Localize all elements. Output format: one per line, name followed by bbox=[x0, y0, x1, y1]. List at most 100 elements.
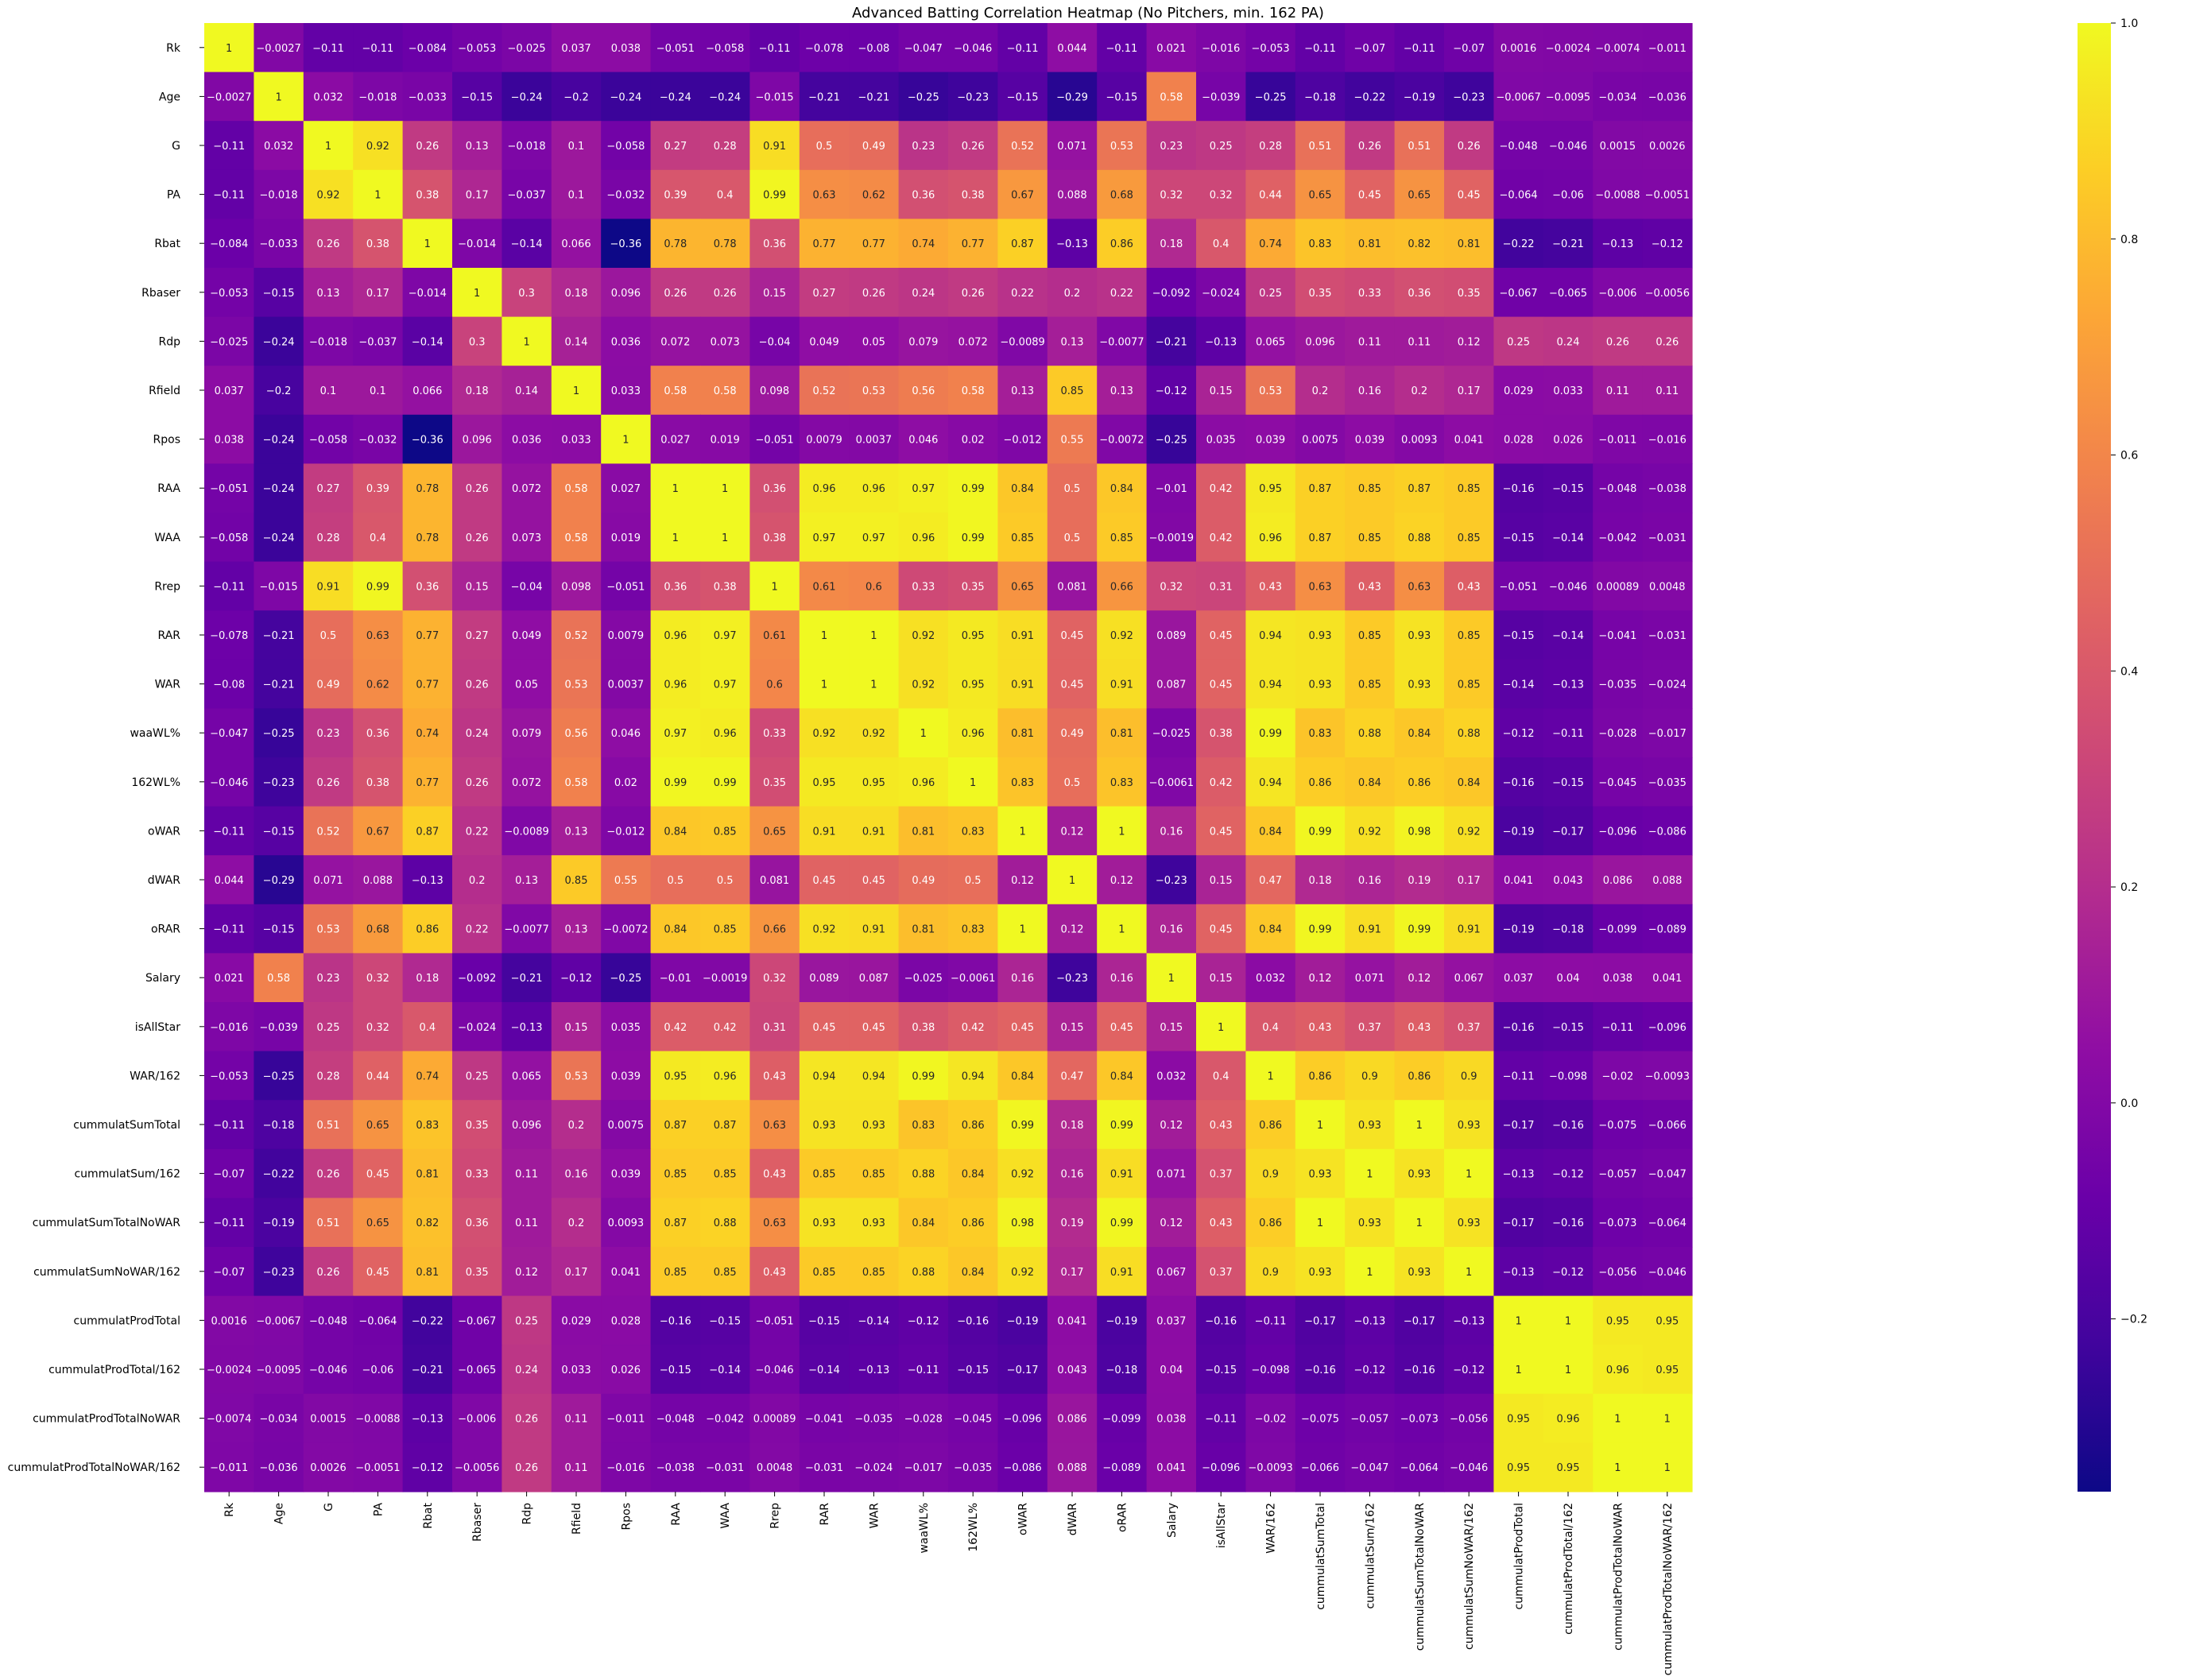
cell-value-label: 0.036 bbox=[512, 435, 541, 447]
cell-value-label: 0.18 bbox=[1309, 875, 1332, 887]
cell-value-label: 0.43 bbox=[1458, 581, 1481, 593]
cell-value-label: 0.93 bbox=[1458, 1217, 1481, 1229]
cell-value-label: 0.56 bbox=[912, 385, 935, 397]
cell-value-label: 0.36 bbox=[466, 1217, 489, 1229]
cell-value-label: 0.95 bbox=[1606, 1315, 1629, 1327]
cell-value-label: 0.13 bbox=[565, 924, 588, 936]
cell-value-label: 0.55 bbox=[1061, 435, 1084, 447]
cell-value-label: −0.15 bbox=[263, 288, 295, 300]
cell-value-label: 0.93 bbox=[1309, 630, 1332, 642]
cell-value-label: 0.26 bbox=[317, 1169, 340, 1181]
cell-value-label: 0.14 bbox=[565, 336, 588, 348]
cell-value-label: −0.053 bbox=[210, 288, 248, 300]
cell-value-label: 0.0048 bbox=[1649, 581, 1686, 593]
cell-value-label: 0.49 bbox=[912, 875, 935, 887]
cell-value-label: 0.36 bbox=[763, 238, 786, 250]
cell-value-label: 0.17 bbox=[366, 288, 389, 300]
cell-value-label: 0.26 bbox=[664, 288, 687, 300]
cell-value-label: −0.04 bbox=[511, 581, 543, 593]
cell-value-label: −0.0074 bbox=[207, 1414, 251, 1426]
y-tick-label: WAA bbox=[154, 532, 180, 544]
cell-value-label: 0.92 bbox=[1110, 630, 1133, 642]
cell-value-label: 0.33 bbox=[763, 728, 786, 740]
cell-value-label: −0.047 bbox=[210, 728, 248, 740]
cell-value-label: 1 bbox=[1317, 1217, 1323, 1229]
cell-value-label: 0.027 bbox=[611, 483, 641, 495]
cell-value-label: 0.95 bbox=[862, 777, 885, 789]
cell-value-label: 0.12 bbox=[1160, 1120, 1183, 1132]
cell-value-label: 0.4 bbox=[1213, 238, 1230, 250]
cell-value-label: 0.43 bbox=[1408, 1022, 1431, 1034]
cell-value-label: −0.11 bbox=[1205, 1414, 1237, 1426]
cell-value-label: 0.92 bbox=[1011, 1267, 1034, 1279]
cell-value-label: −0.19 bbox=[263, 1217, 295, 1229]
cell-value-label: 0.99 bbox=[763, 190, 786, 202]
cell-value-label: 0.041 bbox=[1454, 435, 1484, 447]
cell-value-label: −0.046 bbox=[954, 43, 992, 55]
cell-value-label: 0.55 bbox=[614, 875, 637, 887]
cell-value-label: −0.011 bbox=[1598, 435, 1636, 447]
cell-value-label: 0.11 bbox=[515, 1169, 538, 1181]
x-tick-label: cummulatProdTotalNoWAR bbox=[1612, 1503, 1625, 1651]
cell-value-label: 0.15 bbox=[1160, 1022, 1183, 1034]
cell-value-label: 0.96 bbox=[1557, 1414, 1580, 1426]
cell-value-label: 0.029 bbox=[561, 1315, 591, 1327]
cell-value-label: 0.87 bbox=[1309, 532, 1332, 544]
cell-value-label: 0.086 bbox=[1603, 875, 1632, 887]
cell-value-label: 0.88 bbox=[912, 1267, 935, 1279]
cell-value-label: 0.92 bbox=[1358, 826, 1381, 838]
cell-value-label: 0.096 bbox=[463, 435, 492, 447]
cell-value-label: 0.45 bbox=[862, 1022, 885, 1034]
cell-value-label: 0.038 bbox=[215, 435, 244, 447]
cell-value-label: −0.14 bbox=[709, 1365, 741, 1376]
cell-value-label: −0.14 bbox=[808, 1365, 840, 1376]
cell-value-label: 0.4 bbox=[717, 190, 734, 202]
cell-value-label: −0.11 bbox=[213, 826, 245, 838]
cell-value-label: 0.96 bbox=[664, 630, 687, 642]
cell-value-label: −0.13 bbox=[1056, 238, 1088, 250]
cell-value-label: 0.5 bbox=[1064, 483, 1081, 495]
cell-value-label: 0.35 bbox=[1309, 288, 1332, 300]
cell-value-label: 0.88 bbox=[1408, 532, 1431, 544]
cell-value-label: 0.0048 bbox=[757, 1462, 793, 1474]
cell-value-label: 0.62 bbox=[366, 679, 389, 691]
x-tick-label: WAR bbox=[868, 1503, 881, 1529]
cell-value-label: 0.92 bbox=[813, 728, 836, 740]
cell-value-label: −0.053 bbox=[458, 43, 496, 55]
cell-value-label: −0.058 bbox=[706, 43, 744, 55]
cell-value-label: 0.027 bbox=[660, 435, 690, 447]
cell-value-label: 0.072 bbox=[512, 483, 541, 495]
cell-value-label: −0.0067 bbox=[256, 1315, 300, 1327]
cell-value-label: −0.092 bbox=[458, 973, 496, 985]
cell-value-label: −0.36 bbox=[610, 238, 641, 250]
cell-value-label: 0.45 bbox=[1011, 1022, 1034, 1034]
y-tick-label: RAA bbox=[157, 482, 180, 495]
cell-value-label: 0.45 bbox=[1210, 679, 1233, 691]
cell-value-label: 1 bbox=[970, 777, 976, 789]
cell-value-label: 0.56 bbox=[565, 728, 588, 740]
cell-value-label: 0.87 bbox=[714, 1120, 737, 1132]
x-tick-label: Age bbox=[273, 1503, 286, 1524]
y-tick-label: Rbat bbox=[154, 238, 180, 250]
cell-value-label: 0.24 bbox=[515, 1365, 538, 1376]
cell-value-label: −0.018 bbox=[260, 190, 298, 202]
cell-value-label: −0.07 bbox=[1353, 43, 1385, 55]
cell-value-label: 0.84 bbox=[912, 1217, 935, 1229]
cell-value-label: −0.0056 bbox=[455, 1462, 499, 1474]
cell-value-label: 0.5 bbox=[1064, 532, 1081, 544]
cell-value-label: 0.4 bbox=[419, 1022, 436, 1034]
cell-value-label: −0.12 bbox=[1503, 728, 1535, 740]
cell-value-label: −0.19 bbox=[1007, 1315, 1039, 1327]
cell-value-label: −0.084 bbox=[409, 43, 447, 55]
cell-value-label: −0.0089 bbox=[504, 826, 548, 838]
cell-value-label: −0.19 bbox=[1503, 826, 1535, 838]
cell-value-label: 0.037 bbox=[1504, 973, 1533, 985]
y-tick-label: Age bbox=[159, 91, 180, 103]
cell-value-label: 1 bbox=[523, 336, 529, 348]
cell-value-label: 0.92 bbox=[317, 190, 340, 202]
y-tick-label: PA bbox=[167, 189, 181, 202]
cell-value-label: −0.23 bbox=[957, 91, 989, 103]
cell-value-label: 0.45 bbox=[862, 875, 885, 887]
cell-value-label: 0.13 bbox=[515, 875, 538, 887]
cell-value-label: −0.13 bbox=[858, 1365, 889, 1376]
